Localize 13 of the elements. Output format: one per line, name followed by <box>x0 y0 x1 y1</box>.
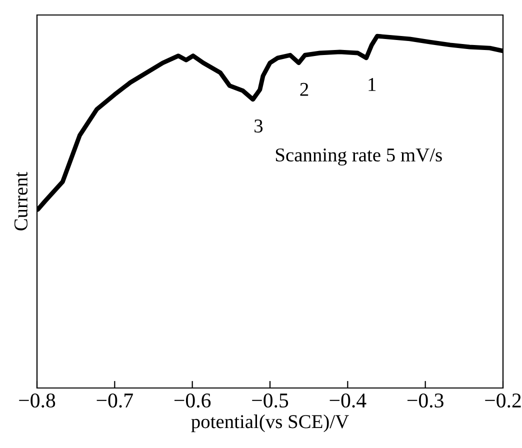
x-tick-label: −0.4 <box>330 393 366 408</box>
x-tick-label: −0.6 <box>174 393 211 408</box>
x-tick-label: −0.3 <box>407 393 444 408</box>
x-tick-label: −0.5 <box>252 393 288 408</box>
y-axis-title: Current <box>14 172 28 230</box>
x-tick-label: −0.8 <box>19 393 56 408</box>
annotation: Scanning rate 5 mV/s <box>276 148 442 166</box>
annotation: 1 <box>368 78 376 91</box>
x-axis-title: potential(vs SCE)/V <box>191 414 349 432</box>
annotation: 3 <box>254 120 263 133</box>
x-tick-label: −0.7 <box>96 393 133 408</box>
x-tick-label: −0.2 <box>485 393 521 408</box>
annotation: 2 <box>300 82 308 96</box>
